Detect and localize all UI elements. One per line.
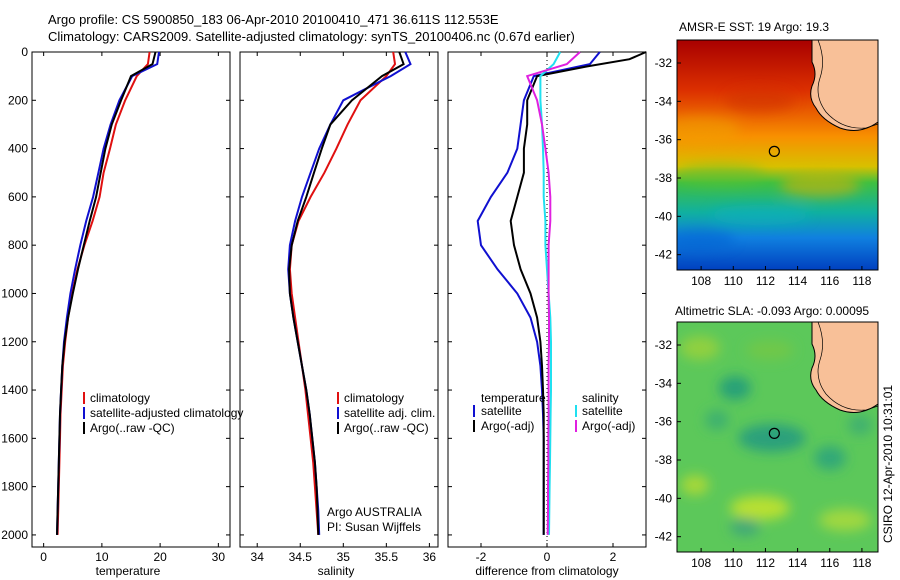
sla-map-title: Altimetric SLA: -0.093 Argo: 0.00095 [675, 304, 869, 318]
x-tick-label: 10 [95, 550, 109, 564]
difference-plot: -2 0 2 [448, 51, 647, 564]
map-x-tick-label: 110 [724, 274, 743, 288]
sla-coastline-offset [817, 322, 878, 411]
salinity-panel-frame [239, 51, 439, 548]
legend-label-temp-argo: Argo(-adj) [481, 419, 534, 433]
argo-float-marker [768, 145, 780, 157]
australia-land [810, 322, 878, 413]
map-y-tick-label: -42 [655, 248, 673, 262]
series-line-satellite [476, 51, 601, 535]
x-tick-label: -2 [476, 550, 487, 564]
map-y-tick-label: -34 [655, 94, 673, 108]
sst-coastline-offset [817, 40, 878, 129]
salinity-legend: climatology satellite adj. clim. Argo(..… [337, 391, 435, 435]
series-line-argo-raw-qc- [288, 51, 405, 535]
sst-map [677, 40, 878, 270]
map-y-tick-label: -34 [655, 376, 673, 390]
map-y-tick-label: -36 [655, 133, 673, 147]
series-line-argo-adj- [509, 51, 647, 535]
sst-map-title: AMSR-E SST: 19 Argo: 19.3 [679, 20, 829, 34]
temperature-legend: climatology satellite-adjusted climatolo… [83, 391, 243, 435]
sla-map-axes: 108 110 112 114 116 118 -32 -34 -36 -38 -40 -42 [655, 338, 872, 570]
legend-label-sal-satellite: satellite [582, 404, 623, 418]
y-tick-label: 800 [8, 238, 28, 252]
map-x-tick-label: 112 [756, 274, 775, 288]
figure-title-line-2: Climatology: CARS2009. Satellite-adjuste… [48, 29, 575, 44]
x-tick-label: 2 [610, 550, 617, 564]
x-tick-label: 35 [337, 550, 351, 564]
x-tick-label: 35.5 [375, 550, 399, 564]
map-y-tick-label: -40 [655, 491, 673, 505]
y-tick-label: 1200 [1, 335, 28, 349]
x-tick-label: 0 [544, 550, 551, 564]
temperature-panel-frame [31, 51, 231, 548]
map-x-tick-label: 118 [852, 556, 871, 570]
series-line-argo-adj- [525, 51, 581, 535]
y-tick-label: 200 [8, 93, 28, 107]
y-tick-label: 1800 [1, 480, 28, 494]
sst-map-axes: 108 110 112 114 116 118 -32 -34 -36 -38 -40 -42 [655, 56, 872, 288]
legend-label-satellite: satellite adj. clim. [344, 406, 435, 420]
map-y-tick-label: -36 [655, 415, 673, 429]
salinity-plot: 34 34.5 35 35.5 36 [240, 51, 438, 564]
y-tick-label: 1000 [1, 286, 28, 300]
series-line-argo-raw-qc- [56, 51, 157, 535]
map-x-tick-label: 108 [691, 274, 711, 288]
series-line-satellite-adj-clim- [287, 51, 412, 535]
legend-label-climatology: climatology [344, 391, 404, 405]
x-tick-label: 34.5 [289, 550, 313, 564]
y-tick-label: 400 [8, 142, 28, 156]
map-y-tick-label: -32 [655, 338, 673, 352]
map-x-tick-label: 108 [691, 556, 711, 570]
x-tick-label: 36 [423, 550, 437, 564]
map-y-tick-label: -42 [655, 530, 673, 544]
map-x-tick-label: 112 [756, 556, 775, 570]
map-x-tick-label: 110 [724, 556, 743, 570]
legend-header-temperature: temperature [481, 391, 546, 405]
map-y-tick-label: -38 [655, 453, 673, 467]
y-tick-label: 2000 [1, 528, 28, 542]
legend-label-satellite: satellite-adjusted climatology [90, 406, 243, 420]
map-y-tick-label: -32 [655, 56, 673, 70]
map-y-tick-label: -38 [655, 171, 673, 185]
legend-header-salinity: salinity [582, 391, 619, 405]
credit-text: CSIRO 12-Apr-2010 10:31:01 [881, 385, 895, 543]
australia-land [810, 40, 878, 131]
salinity-xlabel: salinity [318, 564, 355, 578]
map-x-tick-label: 116 [820, 274, 839, 288]
map-x-tick-label: 118 [852, 274, 871, 288]
x-tick-label: 30 [212, 550, 226, 564]
legend-label-argo: Argo(..raw -QC) [344, 421, 429, 435]
map-x-tick-label: 116 [820, 556, 839, 570]
x-tick-label: 34 [251, 550, 265, 564]
map-y-tick-label: -40 [655, 209, 673, 223]
temperature-plot: 0 10 20 30 0 200 400 600 800 1000 1200 1400 1600 1800… [1, 45, 230, 564]
legend-label-argo: Argo(..raw -QC) [90, 421, 175, 435]
y-tick-label: 0 [21, 45, 28, 59]
map-x-tick-label: 114 [788, 274, 807, 288]
series-line-climatology [288, 51, 397, 535]
y-tick-label: 600 [8, 190, 28, 204]
legend-label-temp-satellite: satellite [481, 404, 522, 418]
argo-program-annotation: Argo AUSTRALIA [327, 505, 422, 519]
y-tick-label: 1400 [1, 383, 28, 397]
difference-xlabel: difference from climatology [475, 564, 618, 578]
pi-annotation: PI: Susan Wijffels [327, 520, 421, 534]
temperature-xlabel: temperature [96, 564, 161, 578]
sla-map-frame [676, 321, 879, 553]
x-tick-label: 20 [153, 550, 167, 564]
argo-float-marker [768, 427, 780, 439]
legend-label-sal-argo: Argo(-adj) [582, 419, 635, 433]
x-tick-label: 0 [40, 550, 47, 564]
legend-label-climatology: climatology [90, 391, 150, 405]
y-tick-label: 1600 [1, 431, 28, 445]
figure-title-line-1: Argo profile: CS 5900850_183 06-Apr-2010… [48, 12, 499, 27]
difference-legend: temperature satellite Argo(-adj) salinit… [473, 391, 635, 433]
sst-map-frame [676, 39, 879, 271]
map-x-tick-label: 114 [788, 556, 807, 570]
